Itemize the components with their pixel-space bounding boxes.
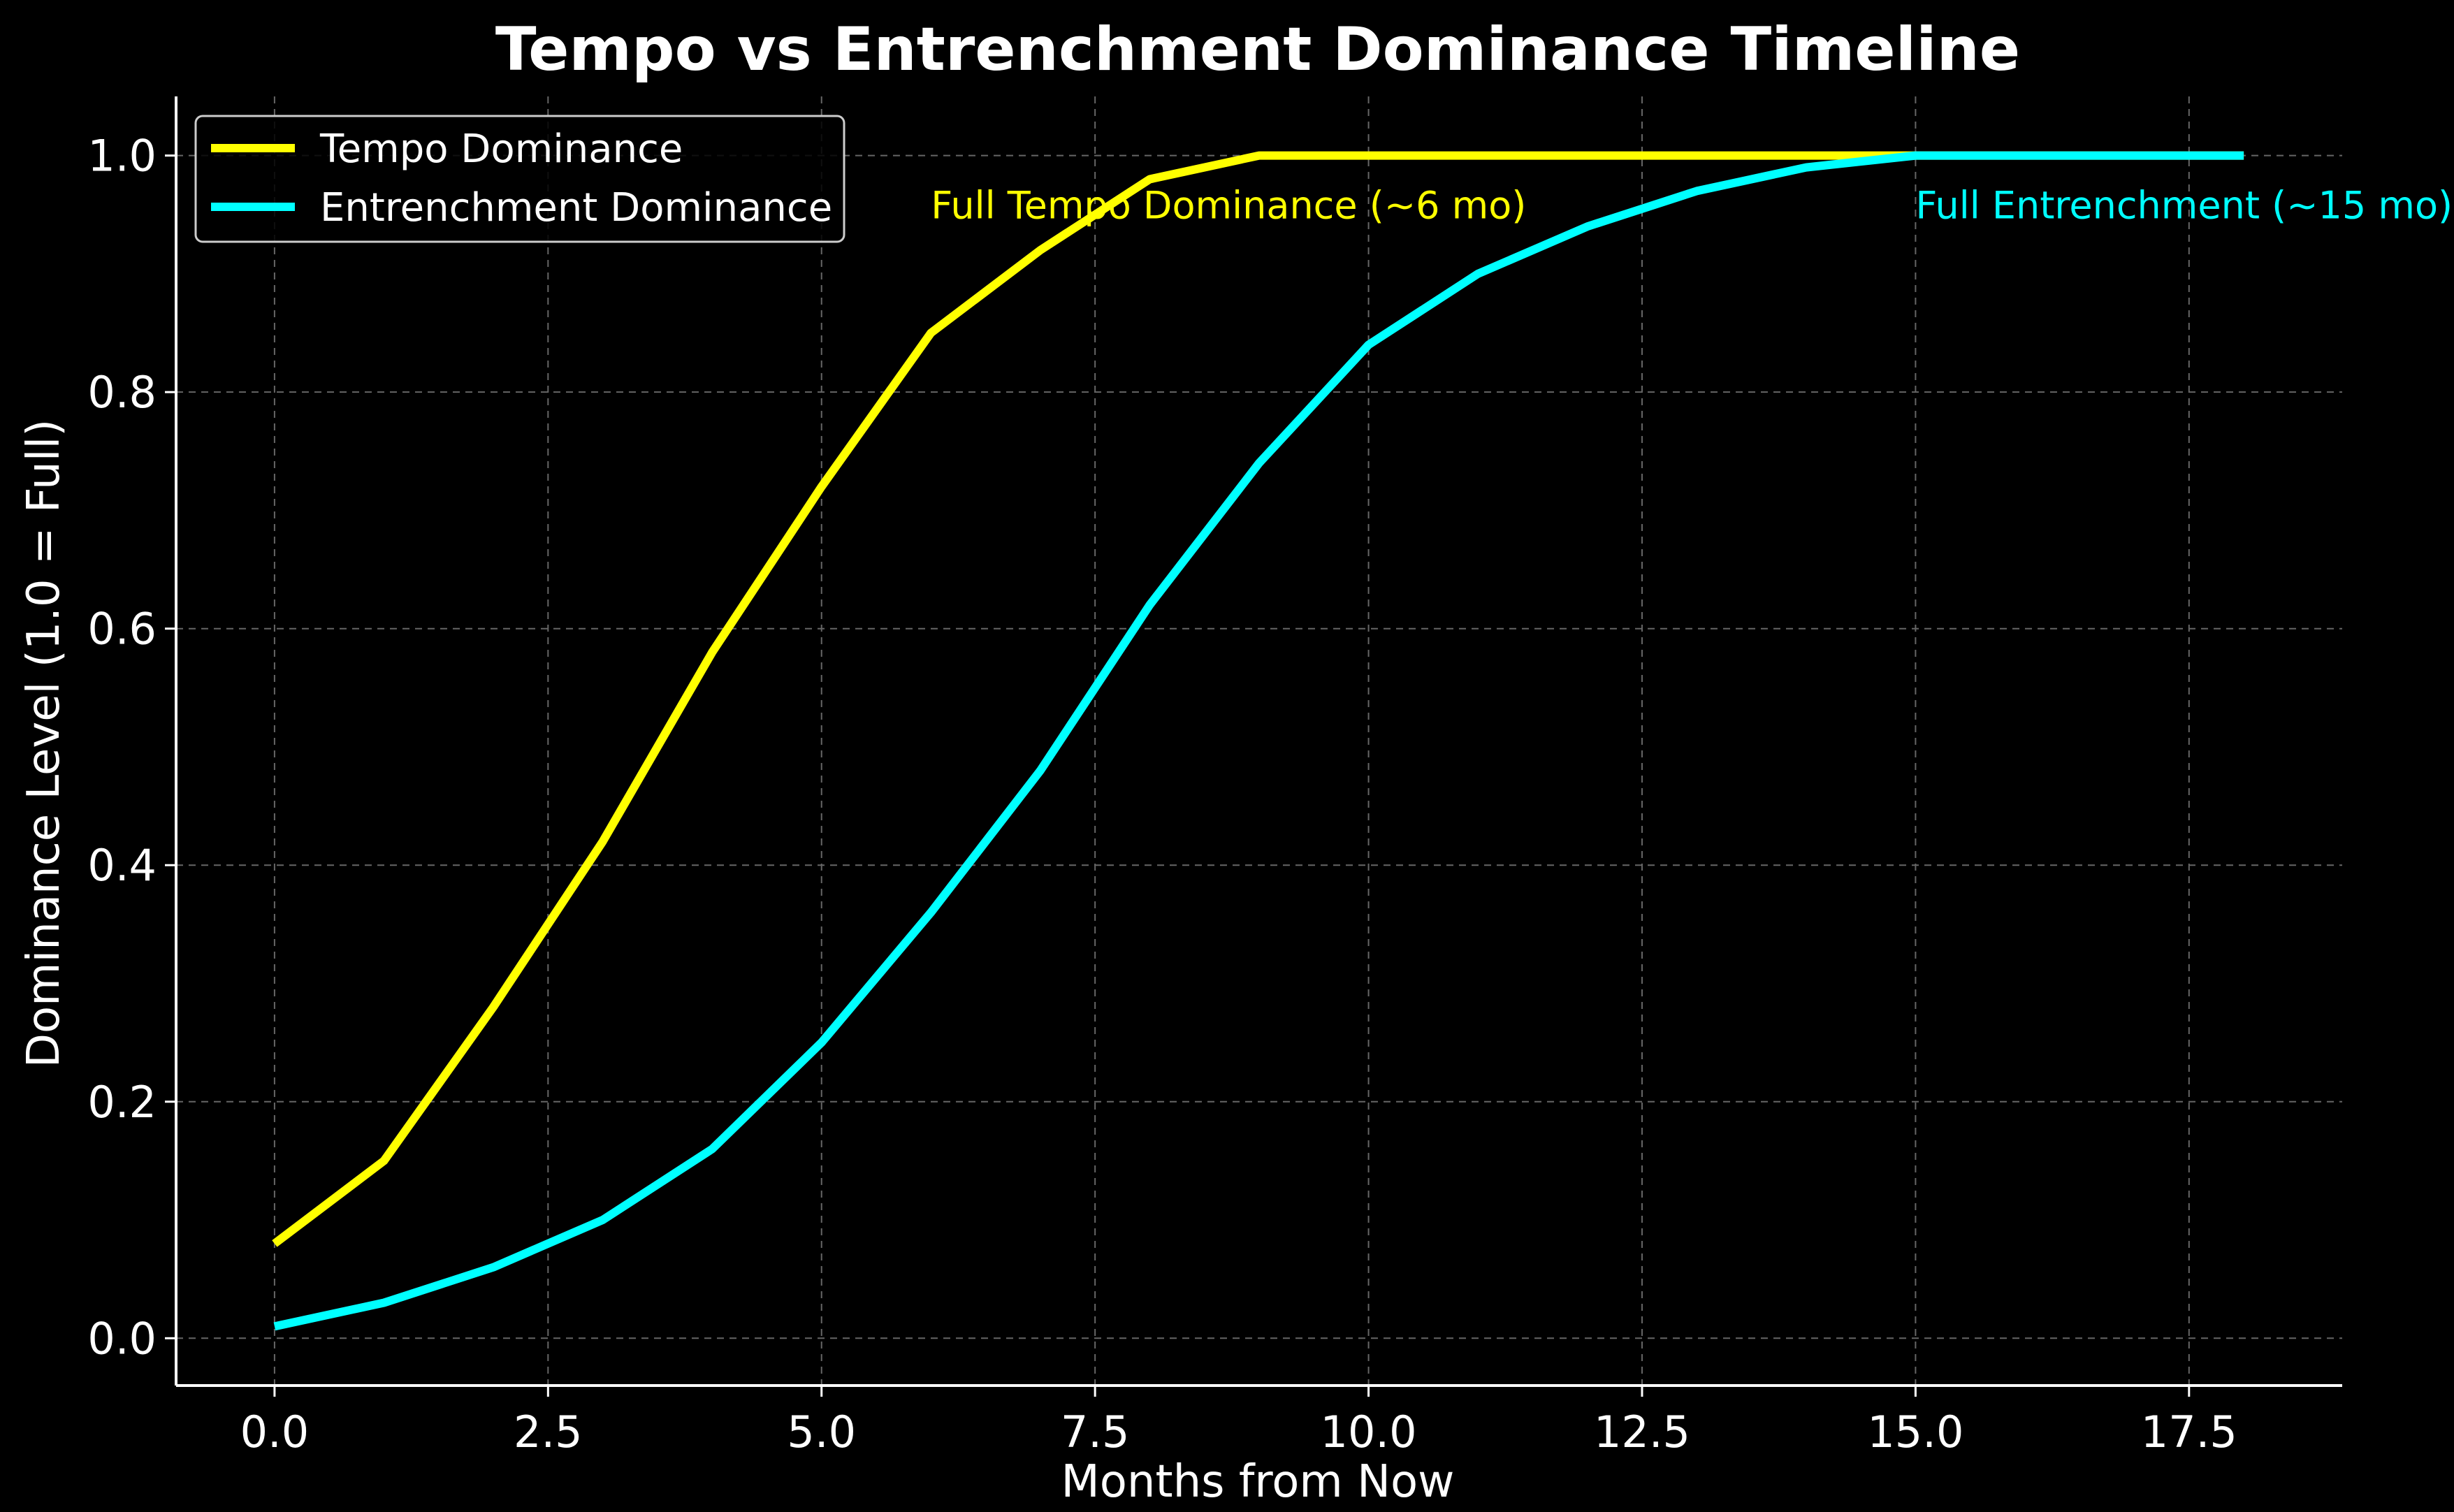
- x-tick-label: 15.0: [1867, 1406, 1963, 1458]
- x-tick-label: 12.5: [1594, 1406, 1690, 1458]
- x-axis-label: Months from Now: [1061, 1456, 1455, 1508]
- x-tick-label: 7.5: [1061, 1406, 1130, 1458]
- x-tick-label: 5.0: [787, 1406, 856, 1458]
- x-tick-label: 10.0: [1321, 1406, 1417, 1458]
- y-tick-label: 0.6: [87, 604, 157, 655]
- tick-labels: 0.0 2.5 5.0 7.5 10.0 12.5 15.0 17.5 0.0 0.2 0.4 0.6…: [87, 131, 2237, 1458]
- y-tick-label: 0.0: [87, 1313, 157, 1364]
- legend-box: [194, 115, 845, 243]
- x-tick-label: 17.5: [2141, 1406, 2237, 1458]
- legend-label: Entrenchment Dominance: [320, 185, 832, 231]
- axes: [165, 96, 2342, 1397]
- y-tick-label: 0.4: [87, 840, 157, 891]
- y-tick-label: 1.0: [87, 131, 157, 182]
- annotation-entrenchment: Full Entrenchment (~15 mo): [1915, 183, 2453, 227]
- series-line-entrenchment: [273, 151, 2244, 1331]
- x-tick-label: 0.0: [240, 1406, 310, 1458]
- chart-title: Tempo vs Entrenchment Dominance Timeline: [495, 15, 2020, 85]
- series-lines: [272, 151, 2244, 1331]
- x-tick-label: 2.5: [514, 1406, 583, 1458]
- y-axis-label: Dominance Level (1.0 = Full): [18, 419, 70, 1068]
- annotation-tempo: Full Tempo Dominance (~6 mo): [931, 183, 1526, 227]
- y-tick-label: 0.8: [87, 367, 157, 418]
- annotations: Full Tempo Dominance (~6 mo) Full Entrenc…: [931, 183, 2453, 227]
- legend-label: Tempo Dominance: [319, 126, 683, 172]
- legend: Tempo Dominance Entrenchment Dominance: [194, 115, 845, 243]
- y-tick-label: 0.2: [87, 1077, 157, 1128]
